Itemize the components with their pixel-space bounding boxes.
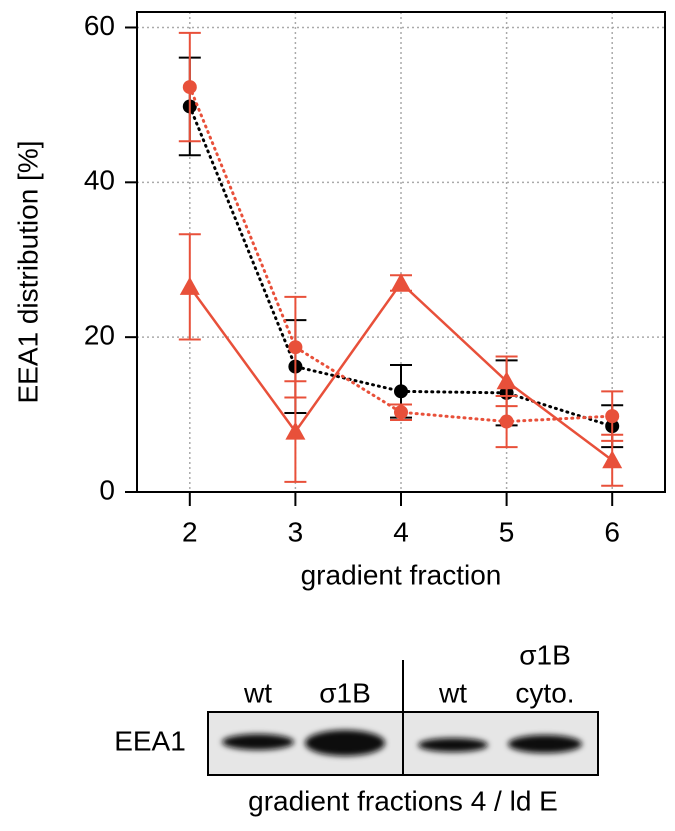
point bbox=[285, 421, 306, 440]
lane-label: cyto. bbox=[515, 677, 574, 708]
y-tick-label: 60 bbox=[84, 10, 115, 41]
point bbox=[499, 414, 514, 429]
x-tick-label: 3 bbox=[288, 516, 304, 547]
point bbox=[394, 384, 408, 399]
lane-label: σ1B bbox=[519, 639, 571, 670]
point bbox=[602, 450, 623, 469]
y-tick-label: 20 bbox=[84, 320, 115, 351]
point bbox=[179, 276, 200, 295]
blot: EEA1 gradient fractions 4 / ld E wt σ1B wt… bbox=[114, 639, 599, 816]
lane-label: σ1B bbox=[319, 677, 371, 708]
y-tick-label: 0 bbox=[99, 474, 115, 505]
x-tick-label: 2 bbox=[182, 516, 198, 547]
blot-caption: gradient fractions 4 / ld E bbox=[248, 785, 558, 816]
x-axis-label: gradient fraction bbox=[301, 559, 502, 590]
point bbox=[496, 371, 517, 390]
point bbox=[288, 340, 303, 355]
chart: 0 20 40 60 2 3 4 5 6 gradient fraction EEA1 distri… bbox=[12, 10, 666, 590]
point bbox=[394, 405, 408, 420]
point bbox=[182, 80, 197, 95]
band bbox=[222, 734, 294, 750]
band bbox=[508, 735, 582, 753]
point bbox=[391, 272, 411, 291]
y-tick-label: 40 bbox=[84, 165, 115, 196]
y-axis-label: EEA1 distribution [%] bbox=[12, 140, 43, 403]
plot-frame bbox=[136, 11, 666, 493]
series-line bbox=[188, 85, 614, 424]
lane-label: wt bbox=[438, 677, 467, 708]
x-tick-label: 6 bbox=[604, 516, 620, 547]
x-tick-label: 4 bbox=[393, 516, 409, 547]
band bbox=[418, 738, 488, 752]
lane-label: wt bbox=[243, 677, 272, 708]
row-label: EEA1 bbox=[114, 725, 186, 756]
point bbox=[605, 409, 620, 424]
x-tick-label: 5 bbox=[499, 516, 515, 547]
band bbox=[305, 730, 385, 756]
